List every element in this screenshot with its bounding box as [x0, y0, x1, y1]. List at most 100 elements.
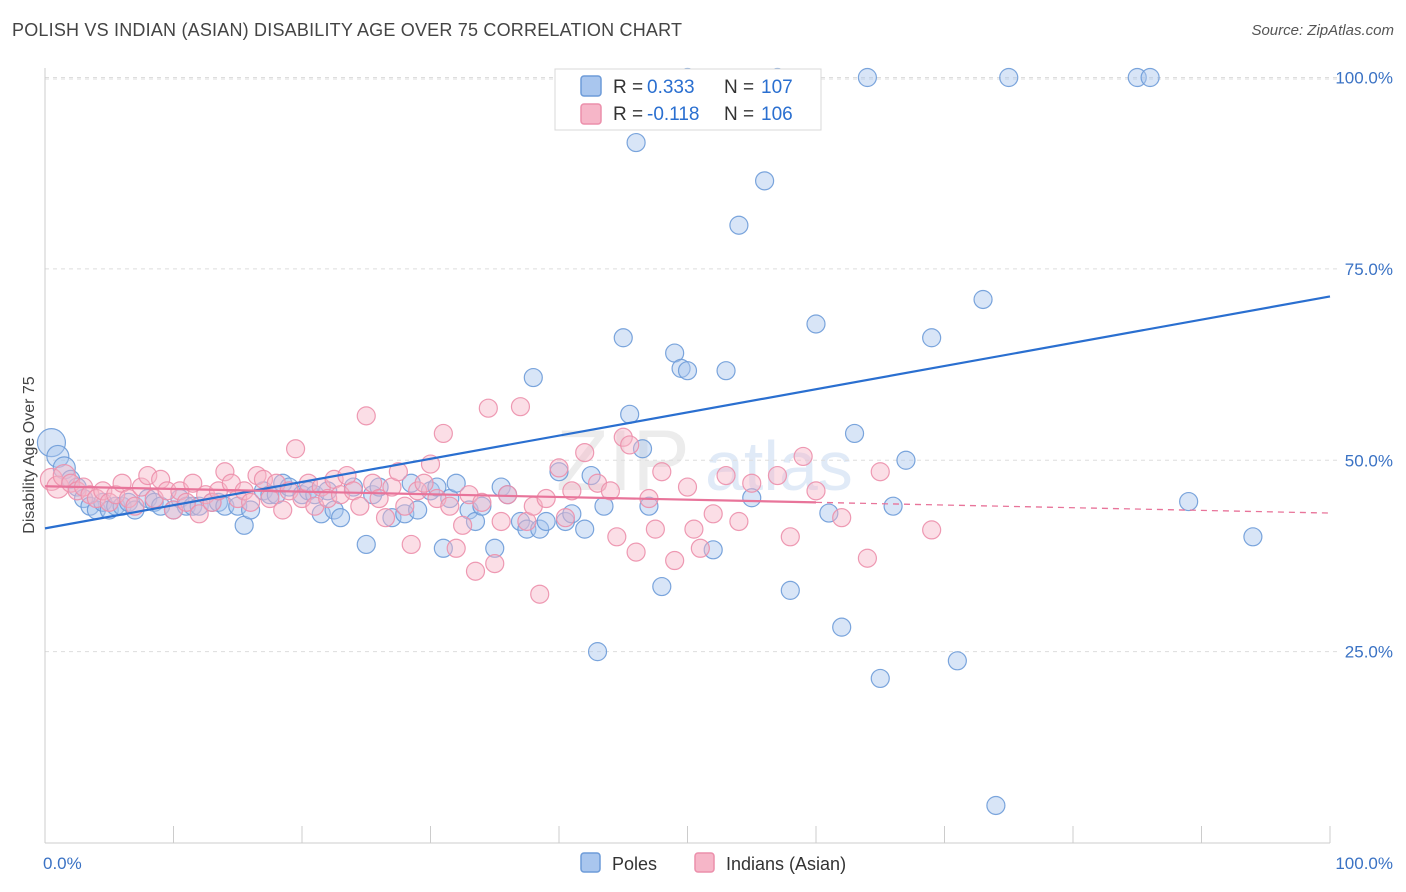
indians-point [645, 519, 665, 539]
indians-point [575, 442, 595, 463]
poles-r-label: R = [613, 77, 643, 98]
poles-point [973, 289, 993, 310]
poles-point [46, 444, 70, 469]
poles-point [806, 314, 826, 334]
poles-point [819, 503, 839, 523]
indians-point [677, 477, 698, 497]
indians-point [446, 538, 466, 558]
series-legend: Poles Indians (Asian) [580, 852, 846, 874]
indians-point [832, 508, 852, 528]
poles-point [241, 500, 261, 520]
indians-point [703, 504, 723, 524]
poles-point [613, 328, 633, 348]
y-tick-label: 100.0% [1335, 69, 1393, 88]
indians-point [465, 561, 486, 581]
poles-point [427, 477, 447, 497]
poles-point [716, 361, 736, 381]
poles-point [677, 361, 698, 381]
indians-point [536, 488, 556, 509]
legend-poles-swatch [580, 852, 601, 873]
poles-n-value: 107 [761, 77, 793, 98]
poles-point [587, 642, 608, 662]
indians-point [189, 504, 209, 524]
indians-point [106, 485, 126, 505]
indians-point [793, 446, 813, 467]
source-label: Source: ZipAtlas.com [1251, 22, 1394, 39]
indians-point [472, 492, 492, 512]
chart-title: POLISH VS INDIAN (ASIAN) DISABILITY AGE … [12, 20, 683, 40]
legend-poles-label: Poles [612, 854, 657, 874]
poles-point [575, 519, 595, 539]
indians-point [388, 462, 408, 482]
poles-point [883, 496, 903, 516]
indians-point [285, 439, 306, 459]
poles-point [870, 668, 890, 689]
poles-point [922, 328, 942, 348]
x-tick-label-min: 0.0% [43, 854, 82, 873]
indians-point [485, 553, 505, 574]
indians-point [857, 548, 878, 568]
poles-point [999, 67, 1019, 88]
indians-point [138, 465, 158, 486]
poles-point [896, 450, 916, 470]
indians-point [716, 465, 736, 486]
indians-point [478, 398, 498, 418]
watermark: ZIP atlas [556, 413, 853, 509]
indians-point [350, 496, 370, 516]
indians-r-label: R = [613, 104, 643, 125]
indians-point [453, 515, 473, 535]
indians-point [408, 481, 428, 501]
indians-point [414, 473, 434, 493]
indians-point [613, 427, 633, 447]
poles-point [742, 488, 762, 508]
indians-point [626, 542, 646, 562]
indians-point [375, 508, 396, 528]
poles-point [36, 428, 67, 458]
poles-point [510, 511, 531, 532]
poles-point [52, 456, 76, 480]
indians-point [215, 462, 235, 482]
indians-point [86, 488, 107, 509]
poles-r-value: 0.333 [647, 77, 695, 98]
indians-point [491, 511, 511, 532]
indians-point [620, 435, 640, 455]
poles-point [305, 485, 325, 505]
indians-point [562, 481, 582, 501]
indians-point [600, 481, 621, 501]
indians-point [870, 462, 890, 482]
indians-point [780, 527, 800, 547]
indians-trend-line [44, 485, 817, 504]
indians-point [690, 538, 710, 558]
indians-n-label: N = [724, 104, 754, 125]
poles-point [356, 534, 376, 555]
poles-point [729, 215, 749, 235]
poles-point [626, 132, 646, 153]
poles-point [536, 511, 556, 532]
poles-point [754, 171, 775, 191]
poles-point [652, 576, 672, 597]
indians-point [318, 488, 338, 509]
x-tick-label-max: 100.0% [1335, 854, 1393, 873]
indians-point [922, 520, 942, 540]
indians-point [549, 458, 569, 478]
indians-point [395, 496, 415, 516]
poles-point [1243, 527, 1263, 547]
indians-point [665, 550, 685, 571]
indians-point [356, 406, 376, 426]
poles-point [632, 439, 653, 459]
indians-point [241, 492, 261, 512]
indians-trend-line-extension [815, 501, 1331, 514]
indians-point [742, 473, 762, 493]
indians-point [652, 462, 672, 482]
indians-point [118, 488, 139, 509]
poles-point [523, 367, 543, 388]
indians-point [330, 485, 351, 505]
poles-point [581, 465, 601, 486]
indians-point [273, 500, 293, 520]
y-tick-label: 50.0% [1345, 451, 1393, 470]
poles-point [639, 496, 659, 516]
stats-legend: R = 0.333 N = 107 R = -0.118 N = 106 [554, 68, 822, 131]
indians-point [729, 511, 749, 532]
